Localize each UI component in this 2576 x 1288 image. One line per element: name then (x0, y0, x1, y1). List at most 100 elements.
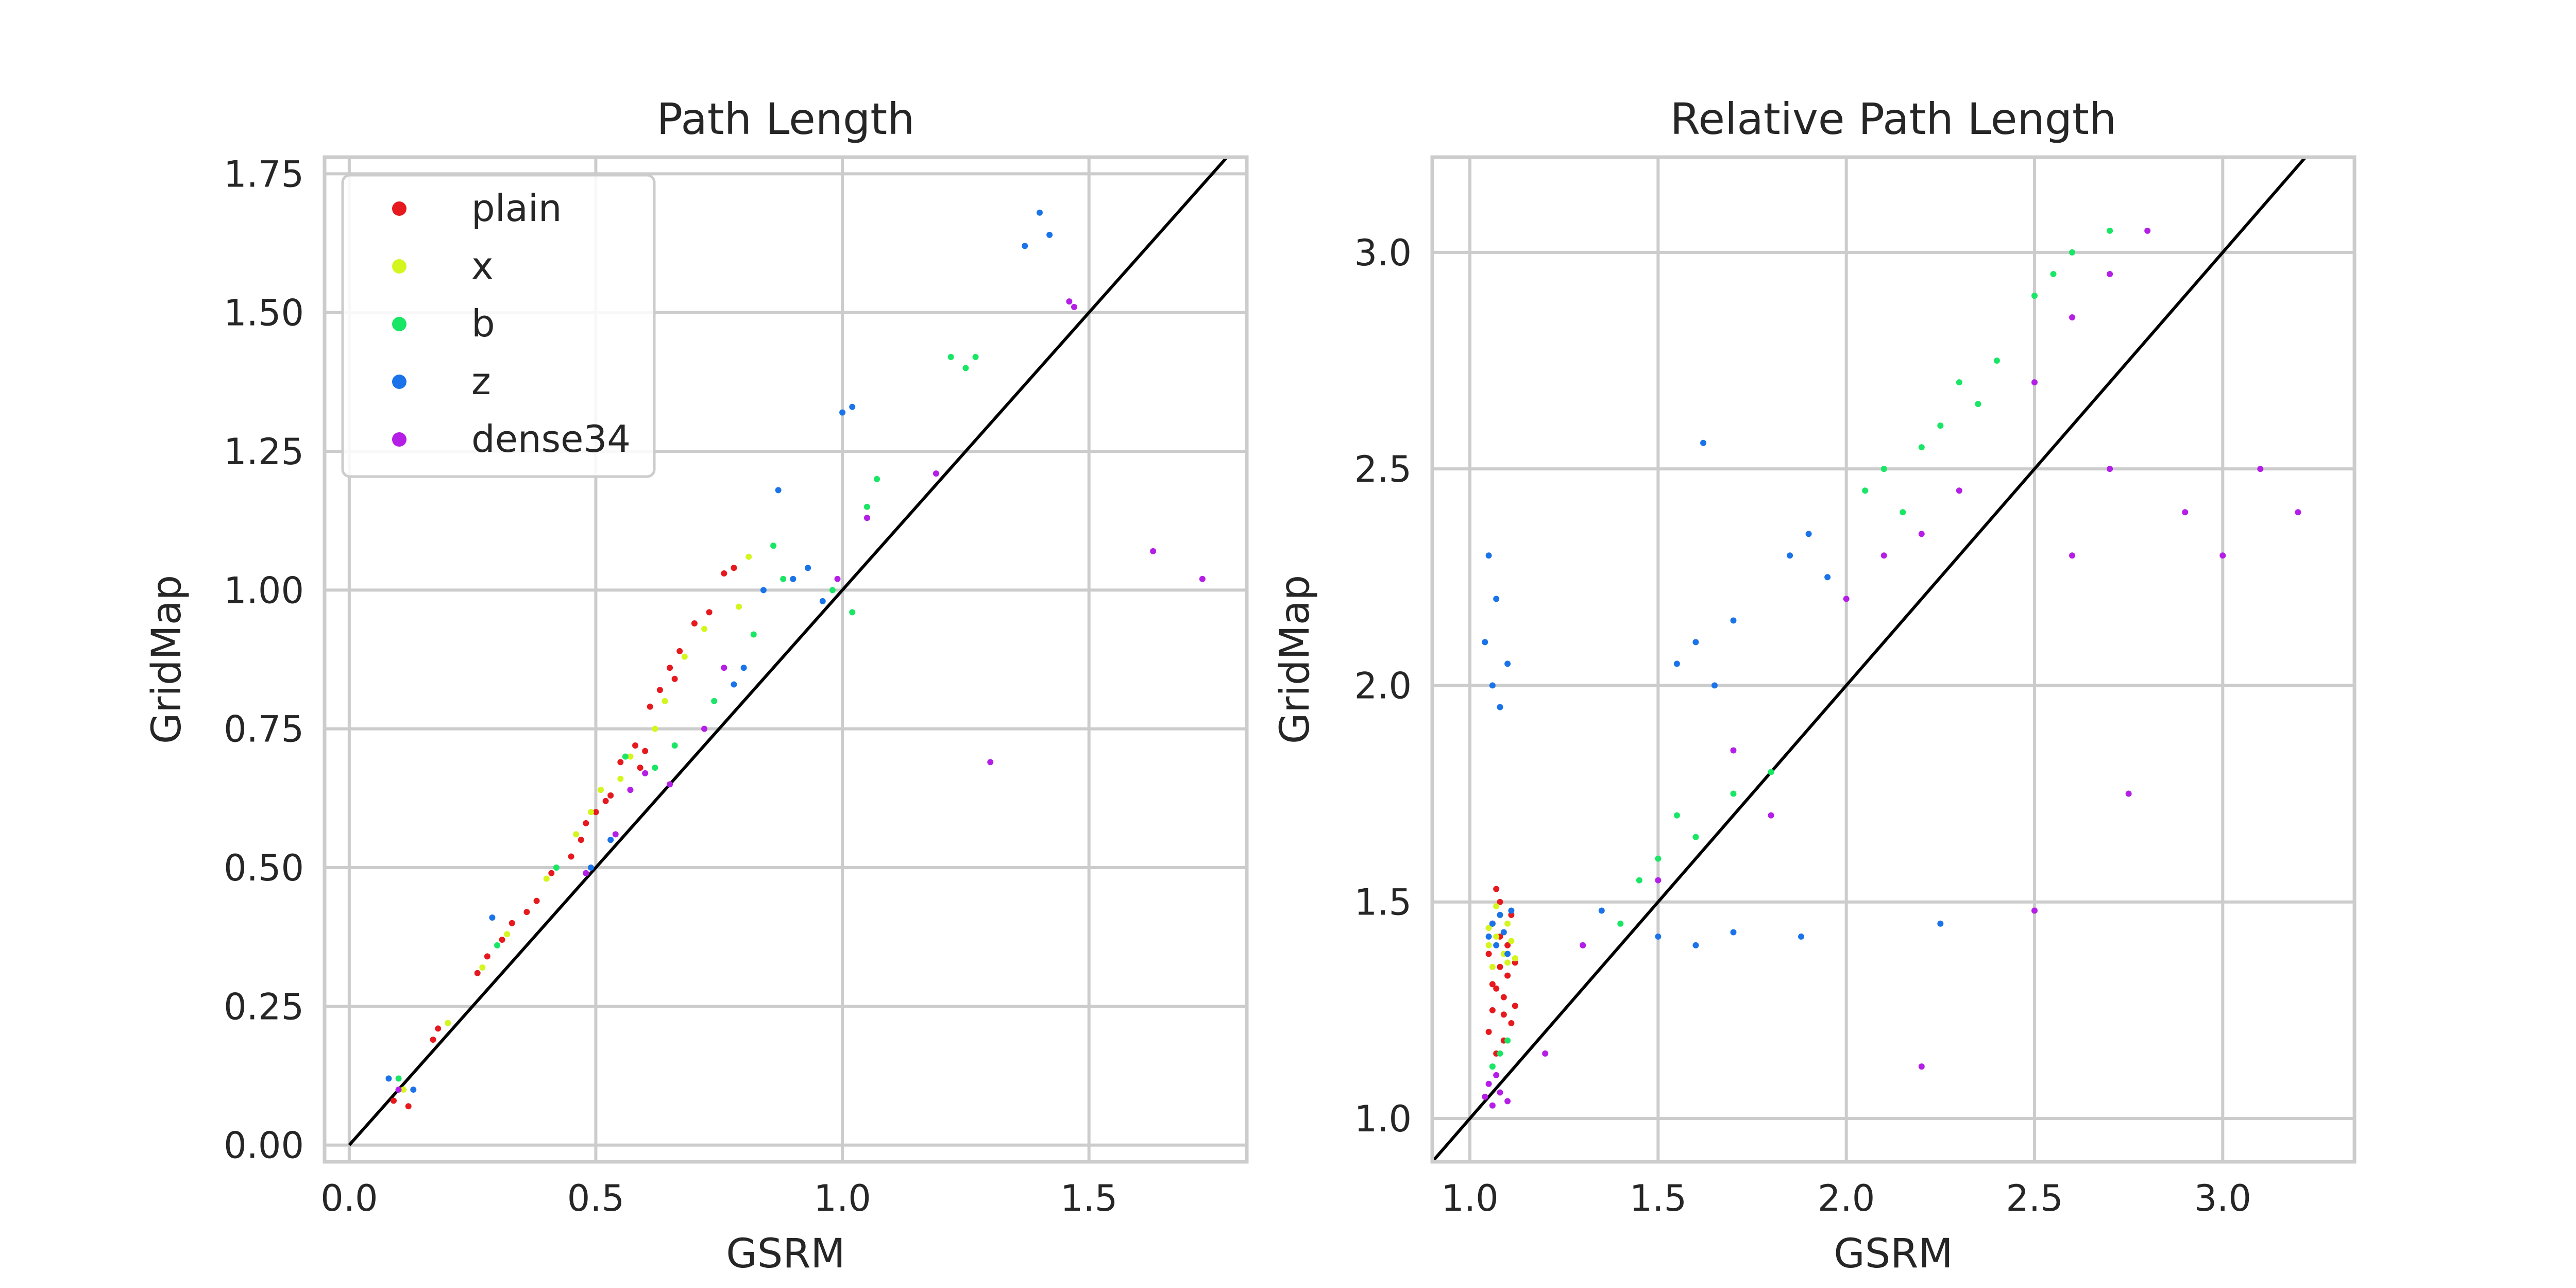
data-point-plain (435, 1025, 442, 1032)
data-point-plain (731, 565, 737, 571)
data-point-dense34 (583, 870, 589, 876)
data-point-plain (721, 570, 727, 577)
y-tick-label: 2.5 (1354, 448, 1412, 490)
data-point-z (1036, 209, 1043, 216)
chart-title: Path Length (657, 94, 915, 144)
data-point-b (1655, 855, 1662, 862)
data-point-z (760, 587, 767, 594)
data-point-x (1504, 959, 1511, 966)
data-point-plain (548, 870, 555, 876)
data-point-plain (1504, 972, 1511, 979)
data-point-b (1692, 834, 1699, 840)
data-point-b (1768, 769, 1774, 775)
scatter-points (385, 209, 1206, 1110)
data-point-b (622, 753, 629, 760)
data-point-dense34 (1956, 487, 1962, 494)
series-z (385, 209, 1053, 1093)
data-point-x (652, 725, 658, 732)
data-point-z (1673, 660, 1680, 667)
data-point-dense34 (987, 759, 994, 766)
plot-frame (323, 155, 1249, 1164)
data-point-z (839, 409, 846, 416)
data-point-z (587, 865, 594, 871)
data-point-b (1900, 509, 1906, 516)
data-point-plain (656, 687, 663, 693)
data-point-x (736, 603, 742, 610)
scatter-points (1482, 227, 2301, 1109)
data-point-plain (1508, 1020, 1515, 1027)
data-point-dense34 (1655, 877, 1662, 884)
data-point-z (1711, 682, 1718, 689)
data-point-x (1485, 925, 1492, 931)
data-point-dense34 (1199, 575, 1206, 582)
data-point-z (1493, 596, 1500, 602)
x-tick-label: 2.0 (1818, 1177, 1875, 1219)
data-point-plain (578, 837, 584, 843)
data-point-plain (1508, 911, 1515, 918)
data-point-x (543, 875, 550, 882)
data-point-dense34 (1504, 1098, 1511, 1105)
data-point-dense34 (627, 787, 634, 793)
data-point-dense34 (1843, 596, 1850, 602)
data-point-b (2050, 270, 2057, 277)
data-point-x (587, 809, 594, 816)
data-point-x (662, 698, 668, 704)
data-point-z (1485, 933, 1492, 940)
data-point-plain (1497, 899, 1503, 905)
x-tick-label: 3.0 (2194, 1177, 2251, 1219)
data-point-z (775, 487, 782, 494)
data-point-dense34 (2107, 270, 2113, 277)
data-point-z (1798, 933, 1804, 940)
data-point-b (2069, 249, 2076, 256)
data-point-dense34 (2031, 907, 2038, 914)
data-point-plain (1497, 963, 1503, 970)
y-tick-label: 0.25 (224, 986, 304, 1028)
y-axis-label: GridMap (1272, 575, 1318, 744)
data-point-z (1700, 439, 1707, 446)
legend-entry-b: b (392, 302, 495, 345)
data-point-plain (632, 742, 639, 749)
chart-title: Relative Path Length (1670, 94, 2116, 144)
data-point-plain (647, 703, 653, 710)
data-point-plain (1489, 981, 1496, 988)
legend-marker-b (392, 317, 406, 331)
data-point-b (780, 575, 787, 582)
data-point-b (553, 865, 560, 871)
data-point-z (849, 403, 856, 410)
data-point-plain (617, 759, 624, 766)
data-point-dense34 (1497, 1089, 1503, 1096)
legend-label-z: z (471, 360, 491, 403)
data-point-z (1937, 920, 1944, 927)
data-point-z (1504, 951, 1511, 957)
data-point-z (790, 575, 796, 582)
data-point-b (1617, 920, 1624, 927)
data-point-dense34 (2219, 552, 2226, 559)
data-point-plain (602, 798, 609, 804)
data-point-plain (592, 809, 599, 816)
data-point-b (1862, 487, 1869, 494)
data-point-z (819, 598, 826, 604)
data-point-dense34 (2107, 466, 2113, 472)
x-axis-label: GSRM (726, 1231, 845, 1277)
data-point-z (1655, 933, 1662, 940)
reference-line-y-equals-x (348, 157, 1228, 1146)
data-point-b (1880, 466, 1887, 472)
data-point-x (1489, 963, 1496, 970)
data-point-dense34 (1768, 812, 1774, 819)
data-point-dense34 (863, 515, 870, 521)
y-axis-label: GridMap (144, 575, 190, 744)
data-point-dense34 (2069, 552, 2076, 559)
data-point-plain (642, 748, 649, 754)
data-point-dense34 (1493, 1072, 1500, 1078)
legend-label-plain: plain (471, 187, 562, 230)
data-point-x (479, 964, 486, 971)
data-point-dense34 (1066, 298, 1073, 305)
legend-entry-plain: plain (392, 187, 562, 230)
legend-entry-dense34: dense34 (392, 417, 631, 461)
data-point-plain (1485, 951, 1492, 957)
x-tick-label: 2.5 (2006, 1177, 2063, 1219)
y-tick-label: 2.0 (1354, 665, 1412, 707)
data-point-b (849, 609, 856, 616)
legend: plain xbz dense34 (341, 174, 656, 478)
